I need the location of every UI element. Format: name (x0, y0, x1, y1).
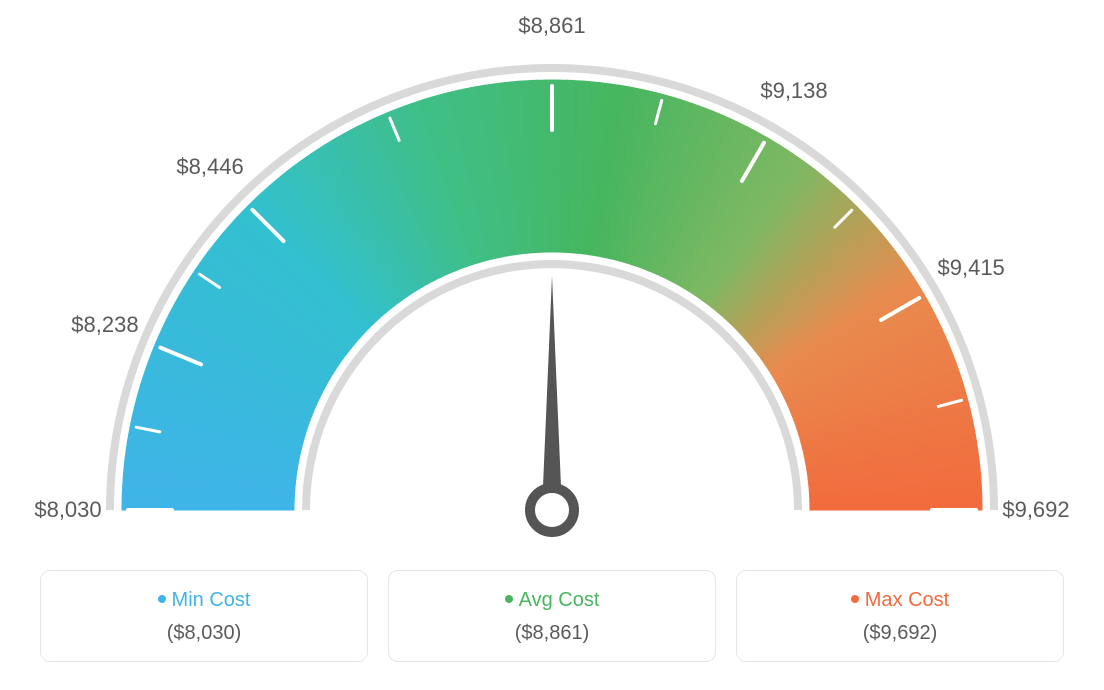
gauge-tick-label: $8,238 (71, 312, 138, 338)
gauge-tick-label: $9,692 (1002, 497, 1069, 523)
max-cost-label: Max Cost (865, 589, 949, 611)
avg-cost-dot (505, 595, 513, 603)
gauge-tick-label: $8,030 (34, 497, 101, 523)
gauge-tick-label: $8,861 (518, 13, 585, 39)
gauge-tick-label: $8,446 (176, 154, 243, 180)
avg-cost-card: Avg Cost ($8,861) (388, 570, 716, 662)
min-cost-value: ($8,030) (51, 622, 357, 645)
gauge-tick-label: $9,138 (760, 78, 827, 104)
max-cost-dot (851, 595, 859, 603)
min-cost-label: Min Cost (172, 589, 251, 611)
max-cost-title: Max Cost (747, 589, 1053, 612)
gauge-tick-label: $9,415 (938, 255, 1005, 281)
avg-cost-label: Avg Cost (519, 589, 600, 611)
min-cost-card: Min Cost ($8,030) (40, 570, 368, 662)
min-cost-dot (158, 595, 166, 603)
avg-cost-value: ($8,861) (399, 622, 705, 645)
max-cost-card: Max Cost ($9,692) (736, 570, 1064, 662)
gauge-chart: $8,030 $8,238 $8,446 $8,861 $9,138 $9,415 $9,6… (0, 0, 1104, 560)
avg-cost-title: Avg Cost (399, 589, 705, 612)
max-cost-value: ($9,692) (747, 622, 1053, 645)
summary-cards: Min Cost ($8,030) Avg Cost ($8,861) Max … (0, 570, 1104, 662)
min-cost-title: Min Cost (51, 589, 357, 612)
